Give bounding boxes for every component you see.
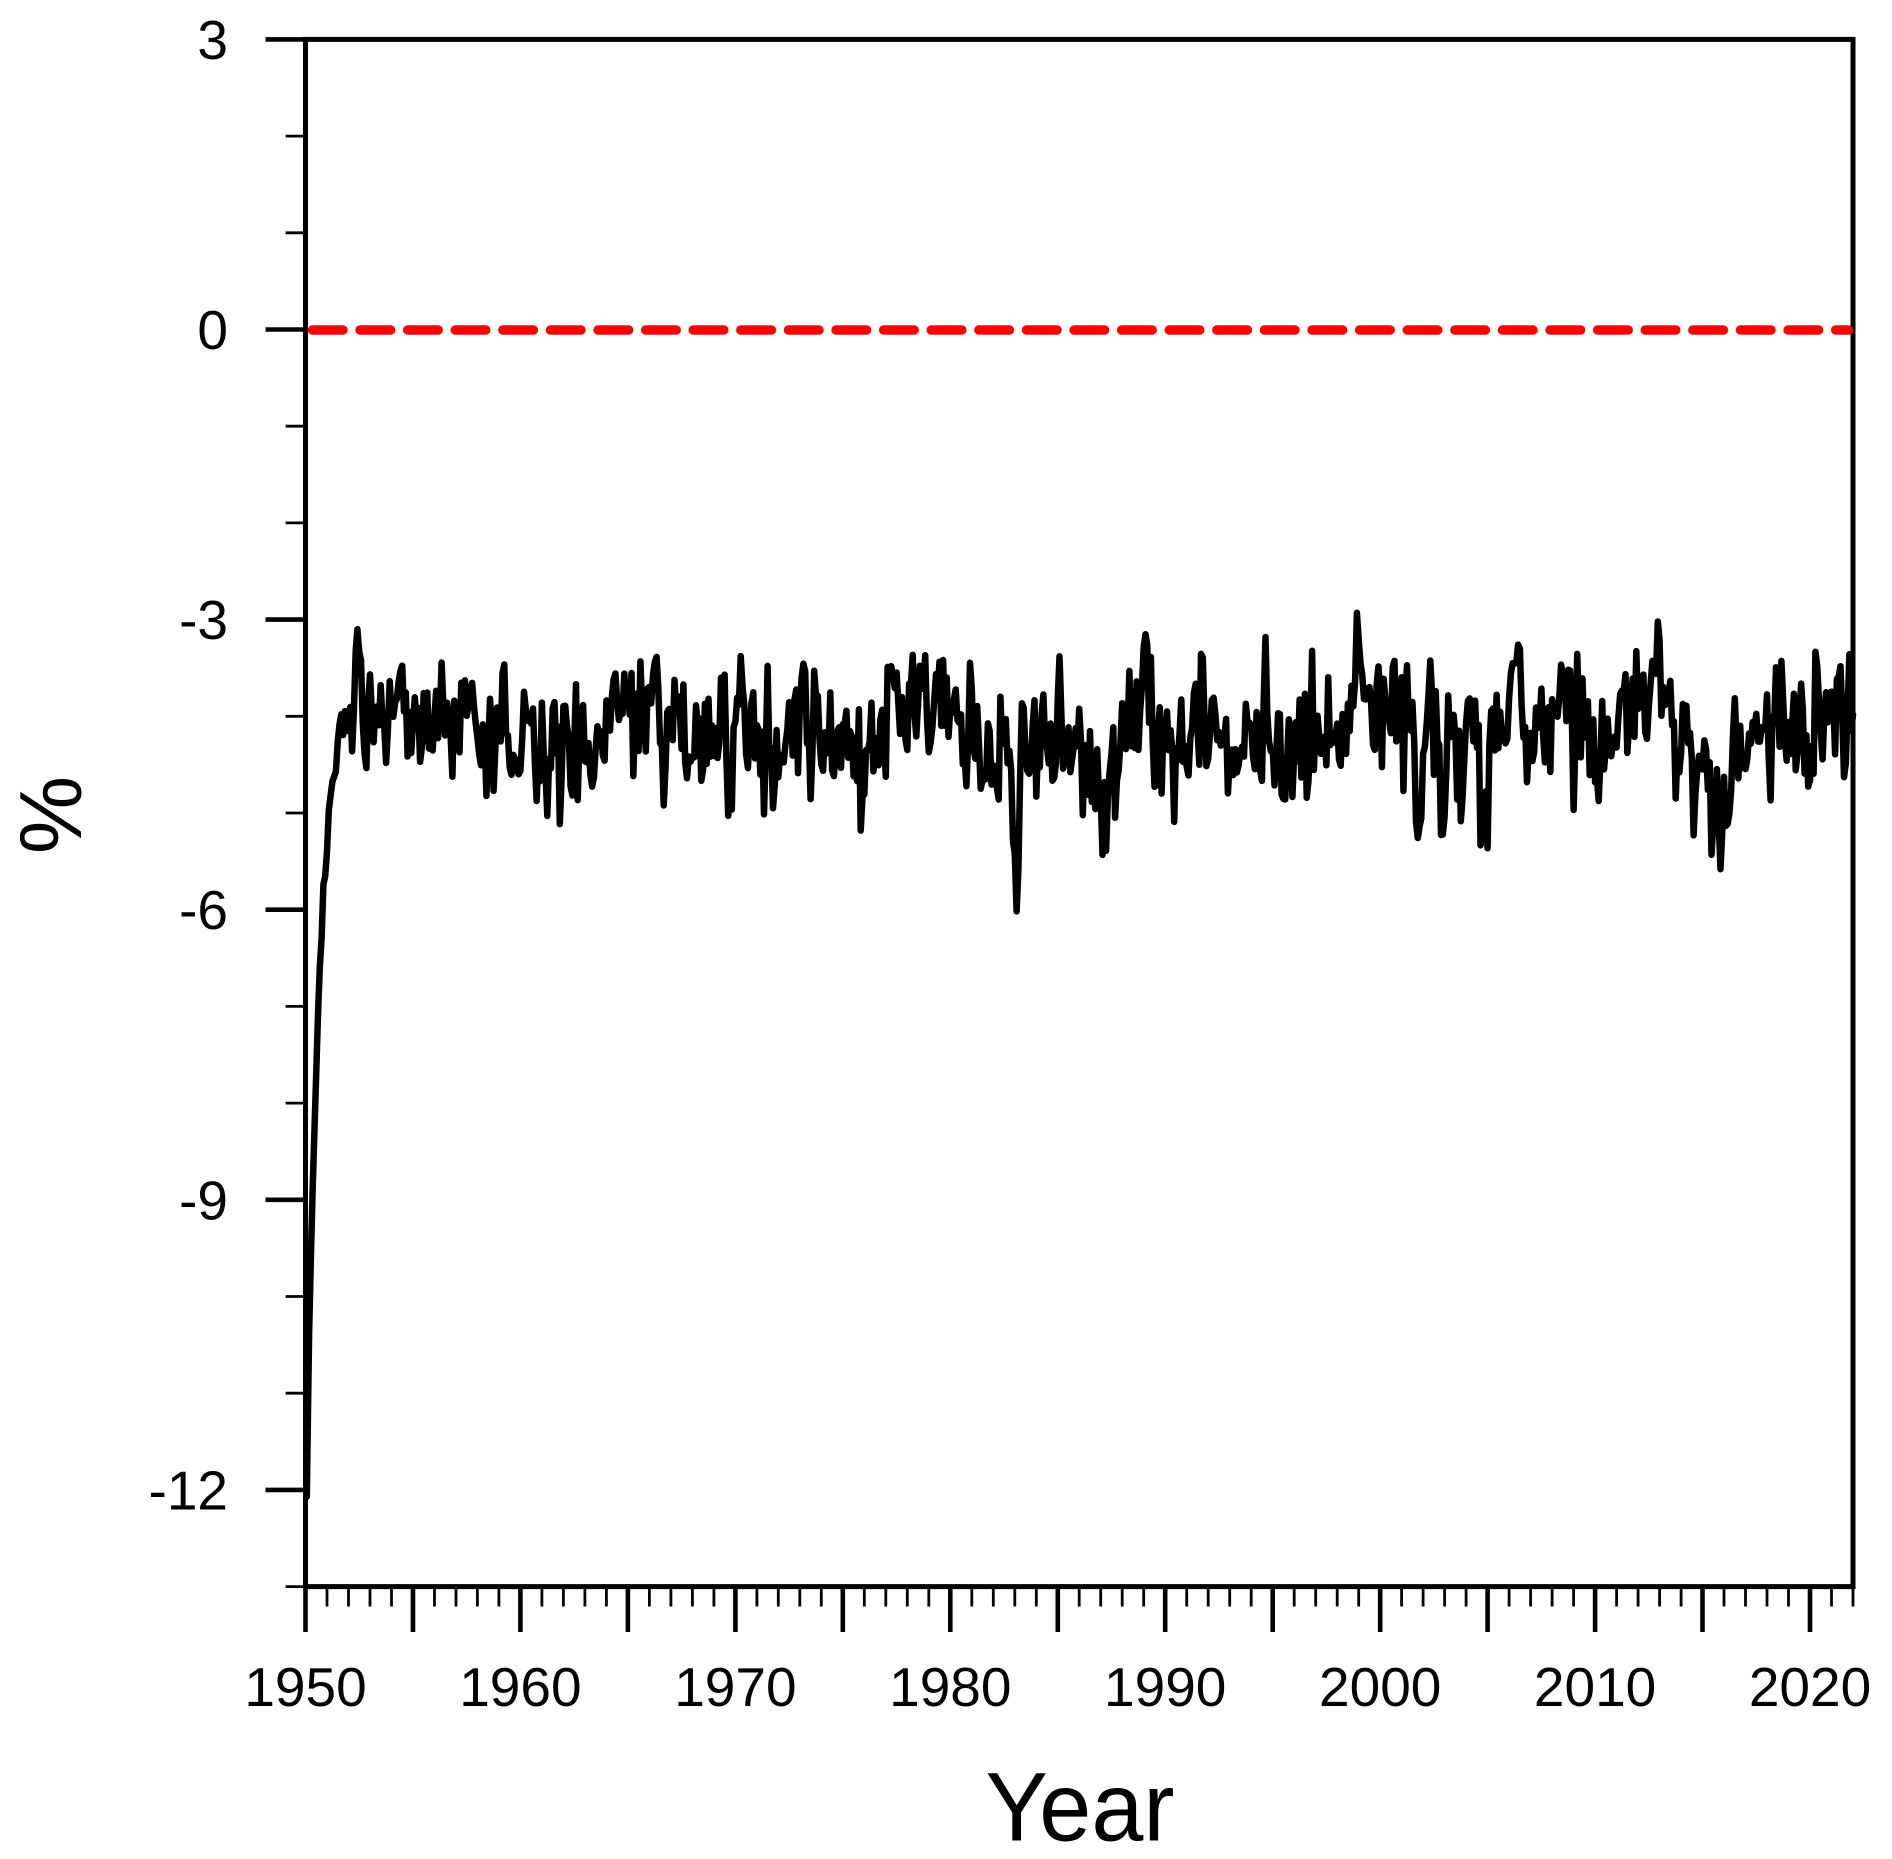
svg-text:1980: 1980	[889, 1656, 1011, 1718]
svg-text:0: 0	[197, 299, 228, 361]
svg-text:-9: -9	[179, 1169, 228, 1231]
svg-text:-3: -3	[179, 589, 228, 651]
svg-text:-12: -12	[149, 1459, 229, 1521]
svg-text:%: %	[1, 776, 100, 854]
svg-text:2020: 2020	[1749, 1656, 1871, 1718]
svg-text:1970: 1970	[674, 1656, 796, 1718]
svg-text:Year: Year	[986, 1753, 1175, 1859]
svg-text:2010: 2010	[1534, 1656, 1656, 1718]
svg-text:1960: 1960	[459, 1656, 581, 1718]
svg-text:3: 3	[197, 9, 228, 71]
svg-text:1950: 1950	[244, 1656, 366, 1718]
svg-text:2000: 2000	[1319, 1656, 1441, 1718]
svg-text:-6: -6	[179, 879, 228, 941]
svg-text:1990: 1990	[1104, 1656, 1226, 1718]
